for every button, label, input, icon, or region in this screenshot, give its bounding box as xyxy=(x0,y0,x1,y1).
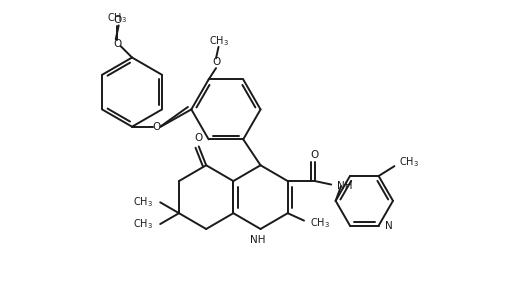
Text: CH$_3$: CH$_3$ xyxy=(133,196,153,209)
Text: N: N xyxy=(385,221,392,231)
Text: CH$_3$: CH$_3$ xyxy=(133,217,153,231)
Text: CH$_3$: CH$_3$ xyxy=(107,11,127,25)
Text: NH: NH xyxy=(337,181,352,191)
Text: O: O xyxy=(113,15,122,25)
Text: CH$_3$: CH$_3$ xyxy=(208,34,228,48)
Text: CH$_3$: CH$_3$ xyxy=(399,155,419,169)
Text: NH: NH xyxy=(250,235,266,245)
Text: O: O xyxy=(113,39,122,49)
Text: O: O xyxy=(212,57,220,67)
Text: O: O xyxy=(195,132,203,143)
Text: O: O xyxy=(153,122,161,132)
Text: O: O xyxy=(311,150,319,160)
Text: CH$_3$: CH$_3$ xyxy=(310,216,330,230)
